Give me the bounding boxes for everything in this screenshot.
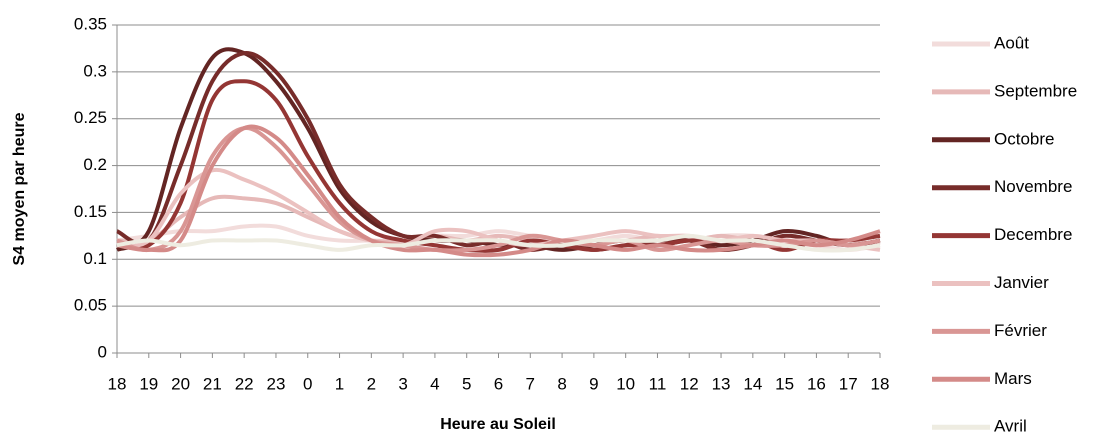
legend-label: Janvier — [994, 273, 1049, 292]
x-tick-label: 20 — [171, 374, 190, 393]
x-tick-label: 18 — [108, 374, 127, 393]
series-line — [116, 233, 881, 253]
y-tick-label: 0.2 — [83, 155, 107, 174]
y-tick-label: 0.15 — [74, 202, 107, 221]
x-tick-label: 2 — [367, 374, 376, 393]
y-tick-label: 0.05 — [74, 296, 107, 315]
x-tick-label: 0 — [303, 374, 312, 393]
x-tick-label: 9 — [589, 374, 598, 393]
series-line — [116, 167, 881, 252]
legend-label: Decembre — [994, 225, 1072, 244]
y-axis-title: S4 moyen par heure — [11, 112, 28, 265]
legend-label: Octobre — [994, 129, 1054, 148]
series-line — [115, 47, 881, 252]
legend-label: Août — [994, 33, 1029, 52]
x-tick-label: 7 — [526, 374, 535, 393]
x-tick-label: 6 — [494, 374, 503, 393]
legend-label: Mars — [994, 369, 1032, 388]
series-line — [116, 124, 881, 258]
x-axis-title: Heure au Soleil — [440, 416, 556, 433]
x-tick-label: 3 — [398, 374, 407, 393]
x-tick-label: 4 — [430, 374, 439, 393]
x-tick-label: 12 — [680, 374, 699, 393]
y-tick-label: 0.3 — [83, 61, 107, 80]
x-tick-label: 16 — [807, 374, 826, 393]
legend-label: Septembre — [994, 81, 1077, 100]
x-tick-label: 18 — [871, 374, 890, 393]
x-tick-label: 22 — [235, 374, 254, 393]
legend-label: Novembre — [994, 177, 1072, 196]
y-tick-label: 0.1 — [83, 249, 107, 268]
x-tick-label: 21 — [203, 374, 222, 393]
legend-label: Avril — [994, 417, 1027, 436]
x-tick-label: 17 — [839, 374, 858, 393]
x-tick-label: 13 — [712, 374, 731, 393]
x-tick-label: 8 — [557, 374, 566, 393]
legend-label: Février — [994, 321, 1047, 340]
y-tick-label: 0 — [98, 342, 107, 361]
x-tick-label: 23 — [266, 374, 285, 393]
y-tick-label: 0.25 — [74, 108, 107, 127]
x-tick-label: 14 — [743, 374, 762, 393]
x-tick-label: 19 — [139, 374, 158, 393]
y-tick-label: 0.35 — [74, 14, 107, 33]
x-tick-label: 10 — [616, 374, 635, 393]
x-tick-label: 1 — [335, 374, 344, 393]
x-tick-label: 11 — [649, 374, 667, 393]
x-tick-label: 5 — [462, 374, 471, 393]
x-tick-label: 15 — [775, 374, 794, 393]
